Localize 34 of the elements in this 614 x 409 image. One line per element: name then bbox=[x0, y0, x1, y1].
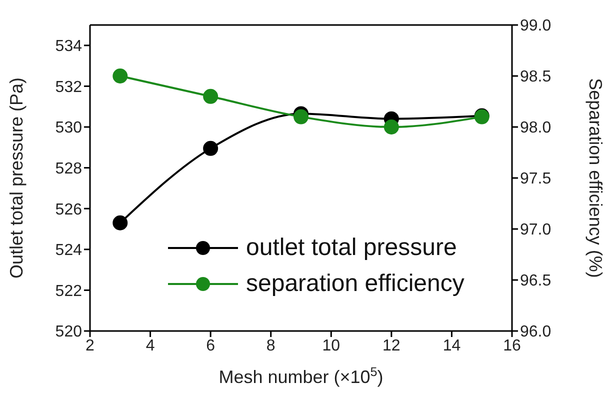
y-tick-label: 532 bbox=[55, 78, 82, 96]
x-tick-label: 16 bbox=[503, 337, 521, 354]
y2-tick-label: 98.5 bbox=[520, 68, 552, 86]
y2-tick-label: 97.5 bbox=[520, 170, 552, 188]
x-tick-label: 6 bbox=[206, 337, 216, 354]
y-tick-label: 530 bbox=[55, 120, 82, 137]
point bbox=[203, 88, 218, 104]
y-tick-label: 522 bbox=[55, 282, 82, 300]
y-tick-label: 520 bbox=[55, 324, 82, 341]
y-axis-title: Outlet total pressure (Pa) bbox=[6, 77, 26, 279]
y2-tick-label: 97.0 bbox=[520, 222, 552, 239]
x-tick-label: 12 bbox=[382, 337, 400, 354]
y2-axis-title: Separation efficiency (%) bbox=[586, 78, 606, 278]
legend-label: separation efficiency bbox=[246, 269, 464, 299]
x-tick-label: 2 bbox=[86, 337, 95, 354]
point bbox=[294, 109, 308, 124]
point bbox=[112, 215, 128, 230]
y2-tick-label: 96.0 bbox=[520, 324, 552, 341]
x-tick-label: 14 bbox=[442, 337, 461, 354]
point bbox=[203, 140, 218, 156]
x-tick-label: 8 bbox=[266, 337, 276, 354]
x-axis-title: Mesh number (×10$^{5}$) bbox=[218, 365, 384, 387]
y-tick-label: 528 bbox=[55, 160, 82, 178]
legend-label: outlet total pressure bbox=[246, 233, 457, 263]
x-tick-label: 10 bbox=[322, 337, 340, 354]
y2-tick-label: 99.0 bbox=[520, 18, 552, 35]
y-tick-label: 526 bbox=[55, 201, 82, 218]
y-tick-label: 524 bbox=[55, 242, 82, 260]
x-tick-label: 4 bbox=[146, 337, 155, 354]
point bbox=[384, 120, 399, 134]
y2-tick-label: 96.5 bbox=[520, 272, 552, 290]
y2-tick-label: 98.0 bbox=[520, 120, 552, 137]
y-tick-label: 534 bbox=[55, 38, 82, 56]
point bbox=[112, 68, 128, 84]
